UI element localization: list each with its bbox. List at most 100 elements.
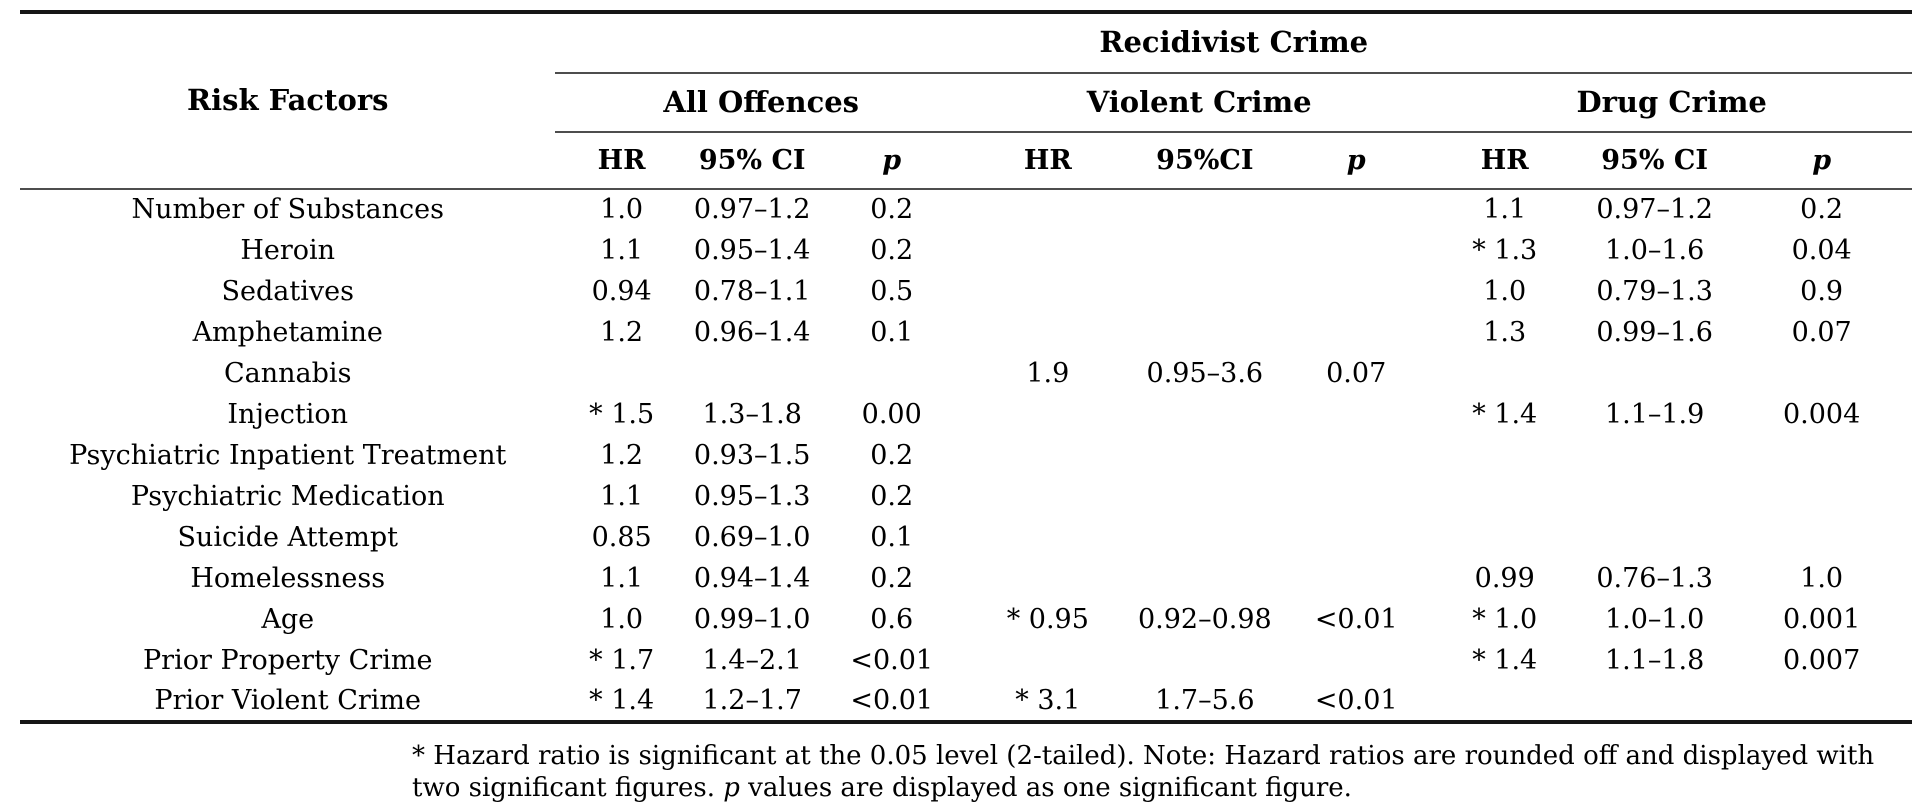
value-cell: 0.2 [870,480,914,512]
value-cell: 0.1 [870,316,914,348]
value-cell: <0.01 [1314,603,1398,635]
risk-factor-label: Cannabis [224,357,352,389]
value-cell [1431,681,1578,722]
value-cell: 0.97–1.2 [1596,194,1713,226]
value-cell [1281,435,1431,476]
value-cell [1578,681,1731,722]
value-cell: 0.92–0.98 [1137,603,1272,635]
table-footnote: * Hazard ratio is significant at the 0.0… [412,740,1912,804]
value-cell [1129,394,1281,435]
value-cell [967,517,1129,558]
risk-factors-header: Risk Factors [20,12,556,190]
value-cell [1578,476,1731,517]
risk-factor-label: Prior Property Crime [143,644,433,676]
value-cell: 0.76–1.3 [1596,562,1713,594]
table-row-injection: Injection * 1.5 1.3–1.8 0.00 * 1.4 1.1–1.9 0.0… [20,394,1912,435]
table-row-heroin: Heroin 1.1 0.95–1.4 0.2 * 1.3 1.0–1.6 0.04 [20,230,1912,271]
risk-factor-label: Psychiatric Medication [130,480,445,512]
value-cell [1129,312,1281,353]
value-cell: * 1.4 [589,684,655,716]
value-cell [1281,517,1431,558]
value-cell: 1.3 [1483,316,1527,348]
risk-factor-label: Age [261,603,315,635]
group-header-violent-crime: Violent Crime [966,73,1432,133]
col-header-violent-crime-95-ci: 95%CI [1128,132,1281,190]
col-header-drug-crime-95-ci: 95% CI [1578,132,1732,190]
value-cell: * 1.7 [589,644,655,676]
value-cell: * 3.1 [1015,684,1081,716]
risk-factor-label: Psychiatric Inpatient Treatment [69,439,507,471]
value-cell [555,353,687,394]
value-cell: 1.0 [600,603,644,635]
value-cell: 0.5 [870,275,914,307]
value-cell: <0.01 [850,644,934,676]
value-cell [1731,476,1912,517]
table-row-psychiatric-medication: Psychiatric Medication 1.1 0.95–1.3 0.2 [20,476,1912,517]
value-cell: 1.0 [1800,562,1844,594]
group-header-all-offences: All Offences [555,73,967,133]
col-header-all-offences-hr: HR [555,132,688,190]
value-cell [1578,353,1731,394]
value-cell: 1.1 [1483,194,1527,226]
value-cell: 1.2 [600,439,644,471]
value-cell [1731,353,1912,394]
value-cell: 0.6 [870,603,914,635]
value-cell: * 0.95 [1006,603,1089,635]
value-cell: 0.2 [1800,194,1844,226]
value-cell: * 1.3 [1472,234,1538,266]
value-cell: 0.69–1.0 [693,521,811,553]
value-cell: 0.85 [591,521,652,553]
table-row-age: Age 1.0 0.99–1.0 0.6 * 0.95 0.92–0.98 <0.01 * 1… [20,599,1912,640]
value-cell [817,353,967,394]
value-cell [1281,312,1431,353]
table-row-number-of-substances: Number of Substances 1.0 0.97–1.2 0.2 1.1 0.9… [20,189,1912,230]
results-table: Risk Factors Recidivist Crime All Offenc… [20,10,1912,724]
results-table-body: Number of Substances 1.0 0.97–1.2 0.2 1.1 0.9… [20,189,1912,722]
value-cell: 0.94 [591,275,652,307]
value-cell: 1.0 [1483,275,1527,307]
value-cell [1281,394,1431,435]
table-row-cannabis: Cannabis 1.9 0.95–3.6 0.07 [20,353,1912,394]
value-cell: 1.1 [600,562,644,594]
risk-factor-label: Suicide Attempt [177,521,398,553]
value-cell: 0.79–1.3 [1596,275,1713,307]
table-row-prior-violent-crime: Prior Violent Crime * 1.4 1.2–1.7 <0.01 * 3.… [20,681,1912,722]
value-cell: 0.004 [1782,398,1861,430]
value-cell: 1.3–1.8 [702,398,802,430]
table-row-homelessness: Homelessness 1.1 0.94–1.4 0.2 0.99 0.76–1.3 1.… [20,558,1912,599]
value-cell: 0.07 [1326,357,1387,389]
value-cell [967,476,1129,517]
value-cell: * 1.0 [1472,603,1538,635]
value-cell: 1.1–1.9 [1604,398,1705,430]
value-cell: 0.007 [1782,644,1861,676]
value-cell: 0.001 [1782,603,1861,635]
value-cell: 0.2 [870,562,914,594]
value-cell: 0.07 [1791,316,1852,348]
value-cell [1281,476,1431,517]
value-cell [1129,230,1281,271]
value-cell: 0.99–1.0 [693,603,811,635]
col-header-violent-crime-hr: HR [966,132,1129,190]
value-cell [1129,435,1281,476]
footnote-text-segment: values are displayed as one significant … [739,773,1352,803]
value-cell [967,435,1129,476]
value-cell: 1.1 [600,480,644,512]
col-header-all-offences-p: p [816,132,967,190]
value-cell [1578,517,1731,558]
results-table-container: Risk Factors Recidivist Crime All Offenc… [20,10,1912,724]
value-cell [1129,640,1281,681]
table-row-prior-property-crime: Prior Property Crime * 1.7 1.4–2.1 <0.01 * 1… [20,640,1912,681]
value-cell: 0.1 [870,521,914,553]
value-cell: 1.0–1.6 [1604,234,1705,266]
header-row-spanner: Risk Factors Recidivist Crime [20,12,1912,190]
value-cell: 0.97–1.2 [693,194,811,226]
risk-factor-label: Injection [227,398,349,430]
value-cell [688,353,817,394]
value-cell [1281,640,1431,681]
value-cell: <0.01 [850,684,934,716]
value-cell: 1.0–1.0 [1604,603,1705,635]
value-cell [1731,435,1912,476]
risk-factor-label: Amphetamine [192,316,383,348]
risk-factor-label: Sedatives [221,275,354,307]
col-header-drug-crime-hr: HR [1431,132,1579,190]
